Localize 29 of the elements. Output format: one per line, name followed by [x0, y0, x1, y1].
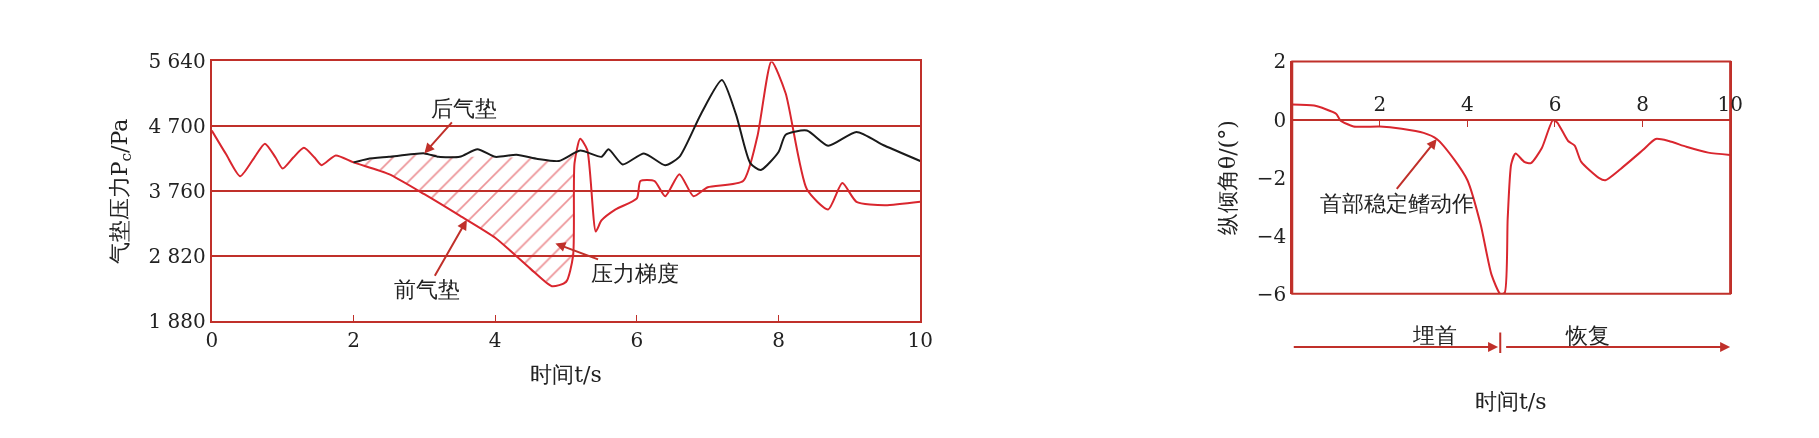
x-tick-label: 2 [347, 328, 360, 353]
annotation: 压力梯度 [591, 261, 679, 286]
y-tick-label: 5 640 [148, 49, 206, 74]
y-tick-label: 2 [1273, 49, 1287, 74]
x-axis-title: 时间t/s [530, 361, 602, 387]
y-tick-label: 0 [1273, 107, 1287, 132]
x-tick-label: 6 [1548, 91, 1562, 116]
y-tick-label: 4 700 [148, 114, 206, 139]
x-tick-label: 4 [1461, 91, 1474, 116]
annotation: 前气垫 [394, 277, 460, 302]
x-tick-label: 2 [1373, 91, 1387, 116]
y-tick-label: −6 [1256, 281, 1287, 306]
y-tick-label: −2 [1256, 165, 1287, 190]
x-tick-label: 8 [1636, 91, 1649, 116]
y-tick-label: 1 880 [148, 309, 206, 334]
y-tick-label: −4 [1256, 223, 1287, 248]
y-tick-label: 2 820 [148, 244, 206, 269]
text: 埋首 [1412, 323, 1457, 348]
line-series [352, 79, 921, 171]
x-tick-label: 6 [630, 328, 644, 353]
text: 恢复 [1565, 323, 1610, 348]
y-axis-title: 纵倾角θ/(°) [1215, 120, 1241, 236]
y-tick-label: 3 760 [148, 179, 206, 204]
x-tick-label: 4 [488, 328, 502, 353]
x-tick-label: 8 [772, 328, 785, 353]
x-axis-title: 时间t/s [1475, 389, 1547, 414]
x-tick-label: 10 [907, 328, 933, 353]
annotation: 后气垫 [431, 96, 497, 121]
annotation: 首部稳定鳍动作 [1320, 191, 1474, 216]
